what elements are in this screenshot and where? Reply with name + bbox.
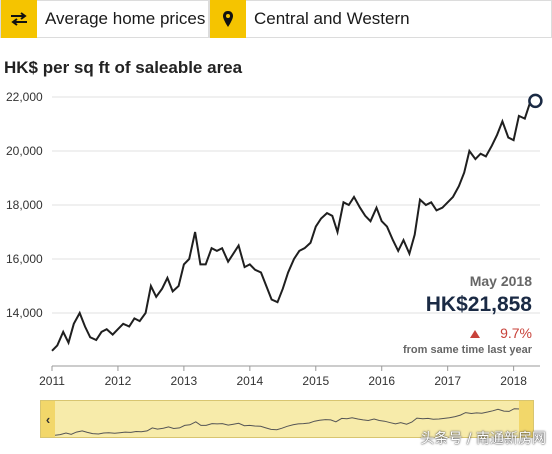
selector-bar: Average home prices Central and Western <box>0 0 552 40</box>
annotation-change: 9.7% <box>500 325 532 341</box>
series-line-price <box>51 99 536 352</box>
y-tick-label: 18,000 <box>6 198 43 212</box>
x-tick-label: 2011 <box>39 374 65 388</box>
metric-selector[interactable]: Average home prices <box>0 0 209 38</box>
latest-point-marker[interactable] <box>528 93 543 109</box>
y-tick-label: 20,000 <box>6 144 43 158</box>
area-selector-label: Central and Western <box>254 9 410 28</box>
x-tick-label: 2014 <box>236 374 263 388</box>
grid-lines <box>52 96 540 314</box>
chart-title: HK$ per sq ft of saleable area <box>4 58 243 77</box>
x-tick-label: 2016 <box>368 374 395 388</box>
x-axis-ticks: 2011 2012 2013 2014 2015 2016 2017 2018 <box>39 366 527 388</box>
watermark: 头条号 / 南通新房网 <box>420 431 546 447</box>
x-tick-label: 2018 <box>500 374 527 388</box>
x-tick-label: 2012 <box>105 374 132 388</box>
metric-selector-label: Average home prices <box>45 9 206 28</box>
y-tick-label: 14,000 <box>6 306 43 320</box>
navigator-series-line <box>54 406 531 436</box>
navigator-preview <box>54 406 531 436</box>
area-selector[interactable]: Central and Western <box>209 0 552 38</box>
x-tick-label: 2015 <box>302 374 329 388</box>
swap-arrows-icon <box>1 0 37 38</box>
x-tick-label: 2017 <box>434 374 461 388</box>
navigator-right-handle[interactable] <box>519 401 533 437</box>
x-tick-label: 2013 <box>171 374 198 388</box>
y-axis-ticks: 14,000 16,000 18,000 20,000 22,000 <box>6 90 43 320</box>
annotation-period: May 2018 <box>470 273 532 289</box>
range-navigator[interactable]: ‹ <box>40 400 534 438</box>
y-tick-label: 22,000 <box>6 90 43 104</box>
navigator-left-handle[interactable]: ‹ <box>41 401 55 437</box>
annotation-value: HK$21,858 <box>426 293 533 316</box>
map-pin-icon <box>210 0 246 38</box>
annotation-note: from same time last year <box>403 344 533 356</box>
y-tick-label: 16,000 <box>6 252 43 266</box>
up-triangle-icon <box>470 330 480 338</box>
